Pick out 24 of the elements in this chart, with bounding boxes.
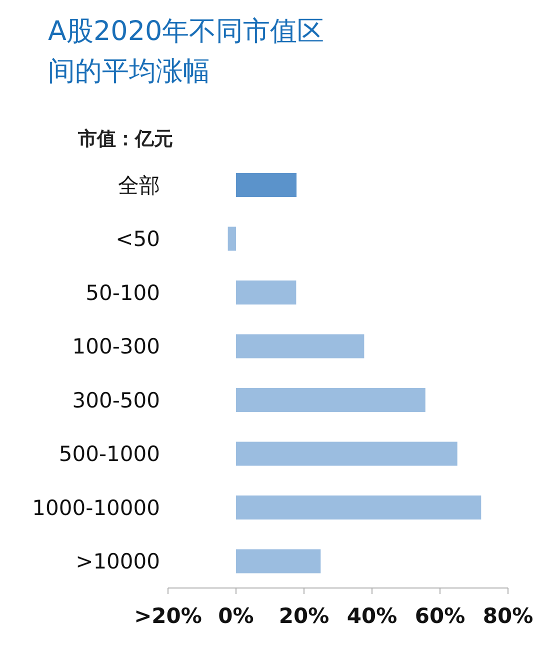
bar [236,496,482,520]
y-axis-title: 市值：亿元 [78,127,173,152]
y-tick-label: <50 [116,227,160,252]
x-tick-label: 60% [414,604,466,628]
bar [236,442,458,466]
chart-title: A股2020年不同市值区间的平均涨幅 [48,15,326,89]
y-tick-label: >10000 [76,550,160,574]
y-tick-label: 500-1000 [58,442,160,466]
y-tick-label: 50-100 [86,280,160,305]
x-tick-label: >20% [134,604,202,628]
y-tick-label: 100-300 [72,334,160,359]
y-tick-label: 1000-10000 [32,496,160,520]
x-tick-label: 0% [218,604,254,628]
bar [236,173,297,197]
bar [236,334,364,358]
y-tick-label: 300-500 [72,388,160,412]
bar [236,388,426,412]
x-tick-label: 40% [346,604,398,628]
bar [236,549,321,574]
x-tick-label: 80% [482,604,534,628]
x-tick-label: 20% [278,604,330,628]
bar [228,226,236,251]
bar [236,280,296,304]
y-tick-label: 全部 [118,173,160,198]
